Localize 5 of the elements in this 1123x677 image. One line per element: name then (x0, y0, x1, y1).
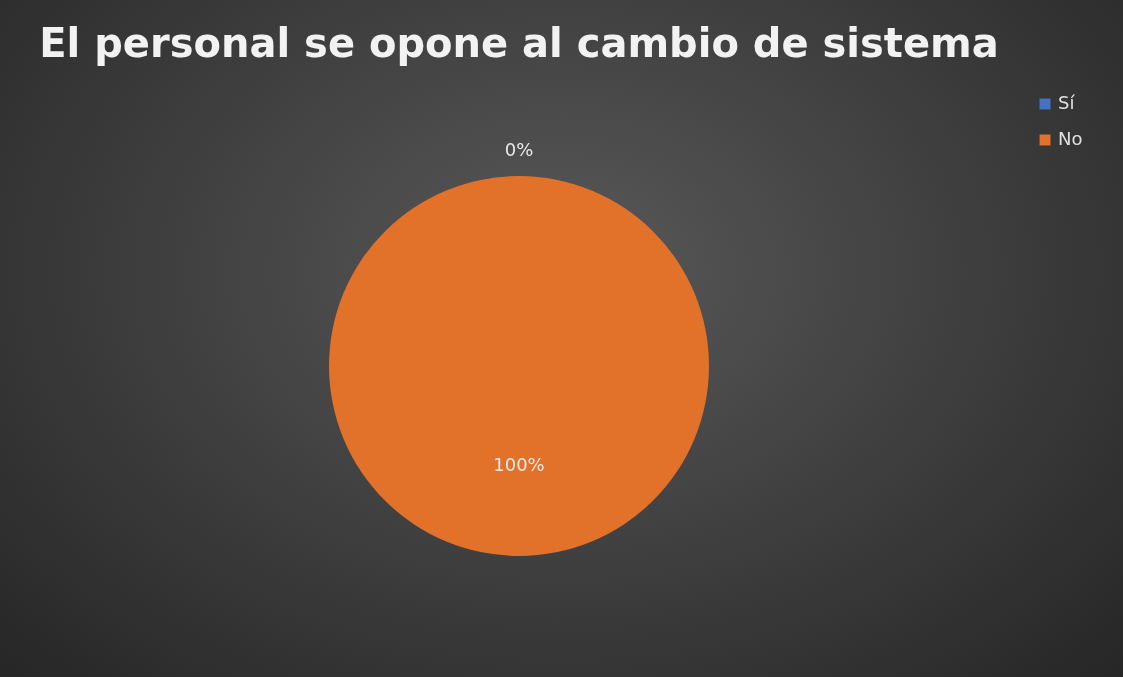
chart-title: El personal se opone al cambio de sistema (39, 20, 999, 66)
text: 0% (504, 139, 534, 160)
data-label: 100% (493, 454, 545, 475)
legend-label: No (1058, 128, 1083, 149)
legend-label: Sí (1058, 92, 1076, 113)
